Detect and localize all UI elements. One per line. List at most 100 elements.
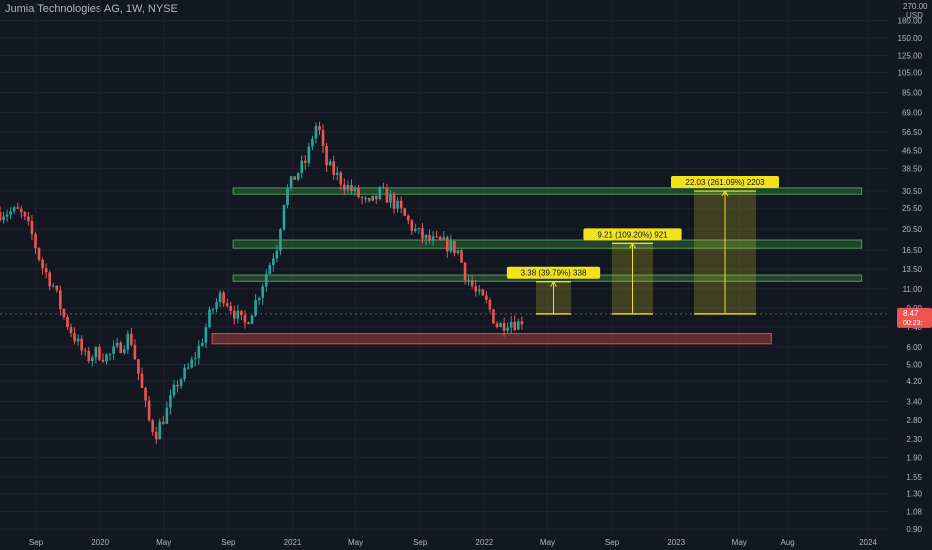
time-tick-label: May xyxy=(732,538,747,547)
time-tick-label: 2024 xyxy=(859,538,877,547)
support-zone-green xyxy=(232,187,863,195)
candle-down xyxy=(225,303,229,306)
candle-down xyxy=(488,299,492,310)
candle-up xyxy=(9,211,12,215)
time-tick-label: 2021 xyxy=(284,538,302,547)
price-tick-label: 1.55 xyxy=(906,473,922,482)
candle-down xyxy=(513,321,517,330)
price-range-tool: 22.03 (261.09%) 2203 xyxy=(671,176,779,315)
candle-down xyxy=(502,323,506,331)
candle-up xyxy=(414,228,417,231)
time-tick-label: Sep xyxy=(605,538,620,547)
candle-up xyxy=(289,176,293,189)
candle-up xyxy=(335,172,339,175)
last-price-value: 8.47 xyxy=(903,309,919,318)
candle-down xyxy=(41,259,44,269)
candle-down xyxy=(446,237,449,252)
candle-down xyxy=(162,421,165,424)
candle-down xyxy=(130,333,133,345)
candle-down xyxy=(453,241,456,254)
candle-down xyxy=(438,236,442,241)
price-tick-label: 13.50 xyxy=(902,265,923,274)
candle-down xyxy=(23,212,27,217)
candle-down xyxy=(222,292,225,304)
time-tick-label: Sep xyxy=(413,538,428,547)
price-tick-label: 4.20 xyxy=(906,377,922,386)
candle-down xyxy=(73,333,76,342)
price-tick-label: 30.50 xyxy=(902,187,923,196)
axis-top-label: 270.00 xyxy=(903,2,928,11)
candle-up xyxy=(215,301,218,309)
time-tick-label: Sep xyxy=(29,538,44,547)
candle-down xyxy=(343,184,346,190)
price-ranges: 3.38 (39.79%) 338 9.21 (109.20%) 921 22.03… xyxy=(506,176,779,315)
candle-up xyxy=(261,286,264,298)
candle-down xyxy=(428,234,431,241)
price-tick-label: 85.00 xyxy=(902,89,923,98)
arrow-head-icon xyxy=(721,190,729,197)
candle-up xyxy=(211,308,215,310)
candle-down xyxy=(240,310,243,315)
candle-up xyxy=(186,367,190,369)
candle-down xyxy=(485,295,488,300)
candle-up xyxy=(165,407,169,424)
time-axis: Sep 2020 May Sep 2021 May Sep 2022 May Sep 2023 May… xyxy=(29,538,878,547)
last-price-tag-bg xyxy=(897,307,932,328)
candle-down xyxy=(48,272,51,287)
candle-up xyxy=(272,258,275,266)
price-range-label-bg xyxy=(583,228,682,241)
candle-up xyxy=(112,346,115,354)
price-range-tool: 9.21 (109.20%) 921 xyxy=(583,228,682,315)
candle-down xyxy=(321,130,325,146)
candle-up xyxy=(509,321,513,328)
candle-up xyxy=(208,309,211,328)
candle-up xyxy=(126,333,130,350)
price-tick-label: 20.50 xyxy=(902,225,923,234)
candle-up xyxy=(296,172,300,180)
price-tick-label: 6.00 xyxy=(906,343,922,352)
candle-down xyxy=(154,431,158,440)
time-tick-label: May xyxy=(156,538,171,547)
candle-up xyxy=(193,358,197,360)
price-tick-label: 3.40 xyxy=(906,397,922,406)
candle-down xyxy=(176,384,179,387)
candle-up xyxy=(254,300,257,316)
candle-up xyxy=(364,198,367,200)
candle-up xyxy=(456,250,460,254)
price-range-tool: 3.38 (39.79%) 338 xyxy=(506,266,601,315)
arrow-head-icon xyxy=(629,242,636,249)
support-zone-green xyxy=(232,239,863,249)
candle-up xyxy=(197,345,201,359)
candle-down xyxy=(243,314,247,323)
candle-down xyxy=(339,172,343,185)
candle-down xyxy=(247,322,250,324)
candle-down xyxy=(495,323,499,328)
price-tick-label: 125.00 xyxy=(898,52,923,61)
candle-down xyxy=(133,344,137,360)
price-tick-label: 38.50 xyxy=(902,165,923,174)
candle-down xyxy=(87,350,91,362)
candle-up xyxy=(396,200,399,209)
price-tick-label: 1.30 xyxy=(906,490,922,499)
support-zone-red xyxy=(211,333,772,345)
candles xyxy=(0,121,524,445)
candle-down xyxy=(27,216,30,222)
price-tick-label: 0.90 xyxy=(906,525,922,534)
candle-down xyxy=(66,316,69,328)
candle-down xyxy=(293,176,296,180)
candle-up xyxy=(307,146,311,164)
candle-down xyxy=(16,207,20,209)
candle-up xyxy=(506,327,509,331)
candle-down xyxy=(80,338,83,351)
price-range-label: 22.03 (261.09%) 2203 xyxy=(685,178,765,187)
candle-down xyxy=(410,220,414,231)
candle-down xyxy=(20,208,23,213)
candle-up xyxy=(122,349,126,354)
last-price-tag: 8.47 00:23: xyxy=(897,307,932,328)
grid xyxy=(0,0,888,535)
candle-up xyxy=(477,289,481,292)
candle-down xyxy=(403,208,406,216)
price-tick-label: 150.00 xyxy=(898,34,923,43)
price-range-label: 9.21 (109.20%) 921 xyxy=(597,230,668,239)
